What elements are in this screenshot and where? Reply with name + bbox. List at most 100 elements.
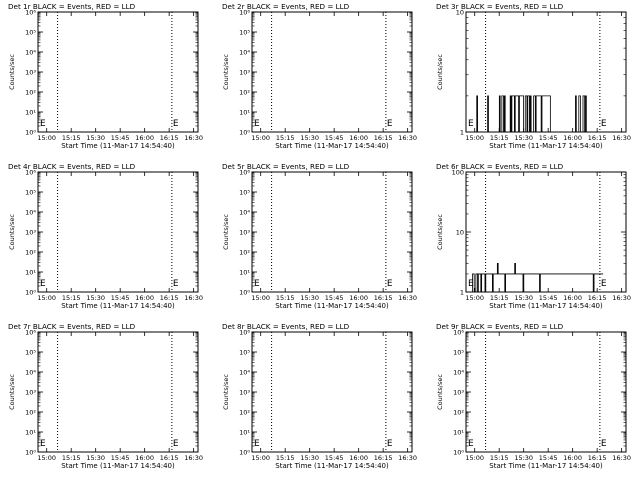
plot-frame xyxy=(37,171,199,293)
x-tick-label: 15:30 xyxy=(514,294,533,302)
plot-frame xyxy=(465,11,627,133)
y-tick-label: 10¹ xyxy=(25,269,36,277)
x-tick-label: 15:30 xyxy=(514,454,533,462)
x-tick-label: 15:30 xyxy=(514,134,533,142)
panel-title: Det 7r BLACK = Events, RED = LLD xyxy=(8,322,136,331)
x-tick-label: 15:30 xyxy=(86,294,105,302)
y-tick-label: 10¹ xyxy=(239,269,250,277)
y-tick-label: 10⁴ xyxy=(25,209,36,217)
x-axis-label: Start Time (11-Mar-17 14:54:40) xyxy=(489,462,603,470)
x-tick-label: 16:00 xyxy=(563,454,582,462)
y-tick-label: 10⁰ xyxy=(25,449,36,457)
x-tick-label: 15:45 xyxy=(111,134,130,142)
marker-label: E xyxy=(40,279,46,289)
marker-label: E xyxy=(173,439,179,449)
y-tick-label: 10³ xyxy=(25,389,36,397)
marker-label: E xyxy=(601,439,607,449)
plot-frame xyxy=(37,331,199,453)
plot-frame xyxy=(37,11,199,133)
x-axis-label: Start Time (11-Mar-17 14:54:40) xyxy=(275,302,389,310)
y-axis-label: Counts/sec xyxy=(222,374,230,410)
x-tick-label: 16:30 xyxy=(612,134,631,142)
x-tick-label: 15:15 xyxy=(276,294,295,302)
x-tick-label: 16:00 xyxy=(349,294,368,302)
x-tick-label: 15:15 xyxy=(490,454,509,462)
plot-frame xyxy=(251,11,413,133)
y-tick-label: 10¹ xyxy=(239,429,250,437)
x-axis-label: Start Time (11-Mar-17 14:54:40) xyxy=(61,142,175,150)
y-tick-label: 10⁰ xyxy=(25,129,36,137)
x-tick-label: 15:00 xyxy=(465,294,484,302)
y-tick-label: 10³ xyxy=(453,389,464,397)
y-tick-label: 10⁴ xyxy=(239,49,250,57)
x-axis-label: Start Time (11-Mar-17 14:54:40) xyxy=(275,142,389,150)
panel-title: Det 2r BLACK = Events, RED = LLD xyxy=(222,2,350,11)
x-tick-label: 16:00 xyxy=(135,454,154,462)
y-tick-label: 10⁶ xyxy=(239,9,250,17)
x-tick-label: 15:00 xyxy=(251,294,270,302)
x-tick-label: 16:30 xyxy=(184,454,203,462)
marker-label: E xyxy=(254,279,260,289)
panel-title: Det 3r BLACK = Events, RED = LLD xyxy=(436,2,564,11)
x-tick-label: 16:15 xyxy=(160,134,179,142)
y-tick-label: 1 xyxy=(460,129,464,137)
x-tick-label: 15:15 xyxy=(62,294,81,302)
x-tick-label: 15:15 xyxy=(62,134,81,142)
y-axis-label: Counts/sec xyxy=(436,374,444,410)
x-tick-label: 16:30 xyxy=(398,454,417,462)
y-tick-label: 10¹ xyxy=(25,429,36,437)
x-tick-label: 16:15 xyxy=(588,134,607,142)
x-tick-label: 15:00 xyxy=(37,294,56,302)
x-tick-label: 15:30 xyxy=(300,134,319,142)
x-tick-label: 16:30 xyxy=(184,134,203,142)
marker-label: E xyxy=(254,119,260,129)
y-tick-label: 10⁶ xyxy=(25,329,36,337)
plot-frame xyxy=(465,331,627,453)
x-tick-label: 16:15 xyxy=(160,454,179,462)
y-tick-label: 10 xyxy=(456,229,464,237)
y-tick-label: 10⁴ xyxy=(25,369,36,377)
x-tick-label: 15:00 xyxy=(251,134,270,142)
x-tick-label: 16:00 xyxy=(349,134,368,142)
marker-label: E xyxy=(601,119,607,129)
x-tick-label: 15:15 xyxy=(276,454,295,462)
x-tick-label: 15:45 xyxy=(111,294,130,302)
y-tick-label: 10⁴ xyxy=(239,369,250,377)
y-tick-label: 100 xyxy=(452,169,464,177)
x-tick-label: 16:15 xyxy=(374,454,393,462)
x-tick-label: 16:15 xyxy=(374,134,393,142)
x-tick-label: 15:15 xyxy=(276,134,295,142)
y-axis-label: Counts/sec xyxy=(8,374,16,410)
panel-title: Det 5r BLACK = Events, RED = LLD xyxy=(222,162,350,171)
y-tick-label: 10² xyxy=(239,89,250,97)
y-tick-label: 10⁶ xyxy=(239,329,250,337)
x-tick-label: 16:00 xyxy=(563,134,582,142)
y-tick-label: 10¹ xyxy=(453,429,464,437)
chart-panel-8: Det 8r BLACK = Events, RED = LLD Counts/s… xyxy=(222,322,417,470)
y-tick-label: 10¹ xyxy=(239,109,250,117)
x-tick-label: 15:30 xyxy=(86,454,105,462)
x-tick-label: 16:00 xyxy=(135,134,154,142)
marker-label: E xyxy=(468,119,474,129)
panel-title: Det 9r BLACK = Events, RED = LLD xyxy=(436,322,564,331)
y-tick-label: 10³ xyxy=(239,389,250,397)
y-tick-label: 10⁶ xyxy=(239,169,250,177)
y-tick-label: 10³ xyxy=(239,229,250,237)
y-tick-label: 10⁵ xyxy=(25,189,36,197)
chart-panel-4: Det 4r BLACK = Events, RED = LLD Counts/s… xyxy=(8,162,203,310)
y-tick-label: 10⁵ xyxy=(239,189,250,197)
y-tick-label: 10² xyxy=(25,409,36,417)
events-series-line xyxy=(470,262,604,293)
x-tick-label: 16:30 xyxy=(398,134,417,142)
y-tick-label: 10² xyxy=(453,409,464,417)
y-tick-label: 10² xyxy=(239,249,250,257)
x-tick-label: 15:15 xyxy=(62,454,81,462)
marker-label: E xyxy=(601,279,607,289)
chart-panel-5: Det 5r BLACK = Events, RED = LLD Counts/s… xyxy=(222,162,417,310)
marker-label: E xyxy=(173,279,179,289)
x-tick-label: 15:15 xyxy=(490,294,509,302)
x-axis-label: Start Time (11-Mar-17 14:54:40) xyxy=(489,302,603,310)
y-tick-label: 10⁵ xyxy=(453,349,464,357)
panel-title: Det 6r BLACK = Events, RED = LLD xyxy=(436,162,564,171)
y-axis-label: Counts/sec xyxy=(436,54,444,90)
